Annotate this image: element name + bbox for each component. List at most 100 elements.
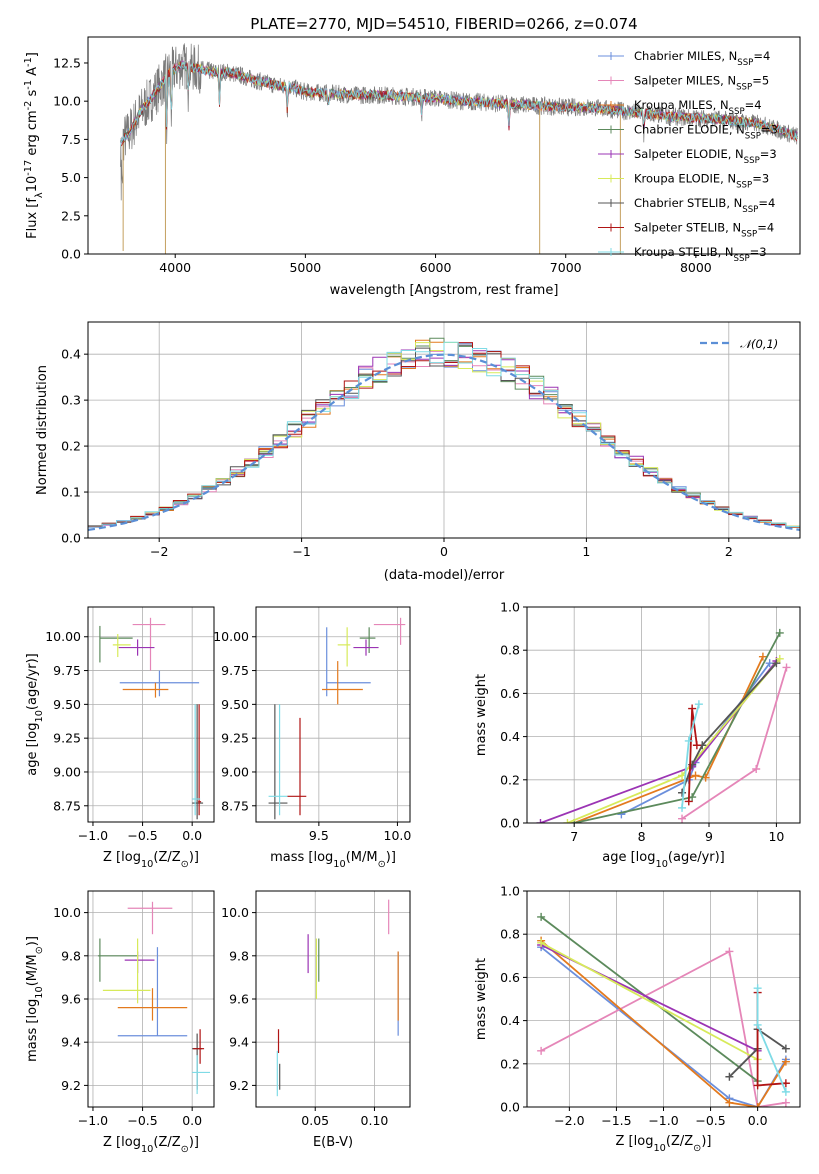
plus-marker xyxy=(684,797,693,806)
chart-title: PLATE=2770, MJD=54510, FIBERID=0266, z=0… xyxy=(250,15,637,33)
y-tick-label: 9.75 xyxy=(53,663,81,678)
x-axis-label: wavelength [Angstrom, rest frame] xyxy=(330,283,559,298)
plus-marker xyxy=(725,947,734,956)
plus-marker xyxy=(781,1098,790,1107)
x-tick-label: −1.0 xyxy=(78,1113,108,1128)
y-tick-label: 12.5 xyxy=(53,55,81,70)
plus-marker xyxy=(537,912,546,921)
legend: 𝒩(0,1) xyxy=(700,337,778,351)
y-tick-label: 10.00 xyxy=(213,629,249,644)
plus-marker xyxy=(781,1057,790,1066)
axes-mass_vs_Z xyxy=(88,891,214,1107)
plus-marker xyxy=(775,628,784,637)
y-tick-label: 9.75 xyxy=(221,663,249,678)
axes-frame xyxy=(87,606,215,823)
y-tick-label: 9.8 xyxy=(61,948,81,963)
x-tick-label: 0 xyxy=(440,544,448,559)
axes-frame xyxy=(87,36,801,255)
x-tick-label: 1 xyxy=(582,544,590,559)
plus-marker xyxy=(536,819,545,823)
y-axis-label: mass [log10(M/M⊙)] xyxy=(25,936,45,1062)
x-tick-label: −0.5 xyxy=(695,1113,725,1128)
errorbar-point xyxy=(132,617,166,671)
y-tick-label: 0.4 xyxy=(500,729,520,744)
frame-spectrum: 4000 5000 6000 7000 8000 0.0 2.5 5.0 7.5 10.0 12.5… xyxy=(23,36,801,298)
errorbar-point xyxy=(119,670,200,697)
errorbar-point xyxy=(112,634,131,658)
y-tick-label: 0.3 xyxy=(61,393,81,408)
plot-area-age_vs_mass xyxy=(268,617,406,820)
x-axis-label: Z [log10(Z/Z⊙)] xyxy=(103,850,199,870)
plus-marker xyxy=(684,736,693,745)
plot-area-age_vs_Z xyxy=(99,617,204,820)
y-tick-label: 0.2 xyxy=(61,439,81,454)
x-axis-label: Z [log10(Z/Z⊙)] xyxy=(616,1134,712,1154)
errorbar-point xyxy=(118,639,155,656)
y-axis-label: age [log10(age/yr)] xyxy=(25,653,45,776)
errorbar-point xyxy=(198,704,202,816)
plus-marker xyxy=(725,1098,734,1107)
frame-age_vs_mass: 9.5 10.0 8.75 9.00 9.25 9.50 9.75 10.00 mass [lo… xyxy=(213,606,411,870)
errorbar-point xyxy=(359,627,376,653)
plus-marker xyxy=(781,1044,790,1053)
mass-weight-line xyxy=(540,916,759,1082)
axes-mass_weight_vs_age xyxy=(527,606,800,824)
mass-weight-line xyxy=(687,708,698,802)
plus-marker xyxy=(617,810,626,819)
y-tick-label: 9.6 xyxy=(61,992,81,1007)
y-tick-label: 1.0 xyxy=(500,600,520,615)
plus-marker xyxy=(753,1020,762,1029)
y-tick-label: 9.50 xyxy=(221,697,249,712)
plot-area-mass_vs_ebv xyxy=(276,899,399,1097)
x-tick-label: 7000 xyxy=(550,260,582,275)
errorbar-point xyxy=(287,717,307,816)
y-axis-label: mass weight xyxy=(474,958,489,1040)
y-tick-label: 10.00 xyxy=(45,629,81,644)
x-tick-label: 5000 xyxy=(289,260,321,275)
y-tick-label: 9.00 xyxy=(221,764,249,779)
y-tick-label: 0.4 xyxy=(61,347,81,362)
x-tick-label: 2 xyxy=(725,544,733,559)
y-axis-label: Normed distribution xyxy=(35,365,50,495)
legend-label: Kroupa ELODIE, NSSP=3 xyxy=(634,172,769,191)
plus-marker xyxy=(753,984,762,993)
errorbar-point xyxy=(337,627,351,667)
frame-mass_vs_ebv: 0.05 0.10 9.2 9.4 9.6 9.8 10.0 E(B-V) xyxy=(221,890,411,1150)
errorbar-point xyxy=(192,704,204,820)
x-tick-label: 4000 xyxy=(159,260,191,275)
y-tick-label: 9.2 xyxy=(229,1078,249,1093)
x-tick-label: 0.0 xyxy=(182,828,202,843)
plus-marker xyxy=(772,659,781,668)
plus-marker xyxy=(725,1072,734,1081)
axes-mass_vs_ebv xyxy=(256,891,410,1107)
legend-label: Salpeter ELODIE, NSSP=3 xyxy=(634,147,777,166)
y-tick-label: 0.1 xyxy=(61,485,81,500)
mass-weight-line xyxy=(756,988,787,1093)
x-tick-label: −1.0 xyxy=(648,1113,678,1128)
y-tick-label: 0.0 xyxy=(500,816,520,831)
errorbar-point xyxy=(122,682,169,698)
y-tick-label: 8.75 xyxy=(221,798,249,813)
errorbar-point xyxy=(117,988,188,1021)
legend-label: Chabrier ELODIE, NSSP=3 xyxy=(634,123,778,142)
x-tick-label: −0.5 xyxy=(127,828,157,843)
x-tick-label: −2 xyxy=(150,544,168,559)
x-tick-label: −1.5 xyxy=(601,1113,631,1128)
gaussian-reference-curve xyxy=(88,353,800,531)
y-tick-label: 9.4 xyxy=(229,1035,249,1050)
model-spectrum-line xyxy=(120,61,798,147)
y-tick-label: 9.2 xyxy=(61,1078,81,1093)
y-axis-label: Flux [fλ10-17 erg cm-2 s-1 A-1] xyxy=(23,52,45,239)
y-tick-label: 0.8 xyxy=(500,927,520,942)
y-axis-label: mass weight xyxy=(474,674,489,756)
errorbar-point xyxy=(192,1055,211,1095)
errorbar-point xyxy=(117,947,188,1037)
y-tick-label: 9.4 xyxy=(61,1035,81,1050)
plot-area-mass_weight_vs_age xyxy=(536,628,791,823)
y-tick-label: 9.25 xyxy=(53,731,81,746)
errorbar-point xyxy=(102,938,151,1004)
x-tick-label: −2.0 xyxy=(554,1113,584,1128)
errorbar-point xyxy=(268,704,288,816)
y-tick-label: 7.5 xyxy=(61,132,81,147)
y-tick-label: 9.8 xyxy=(229,948,249,963)
